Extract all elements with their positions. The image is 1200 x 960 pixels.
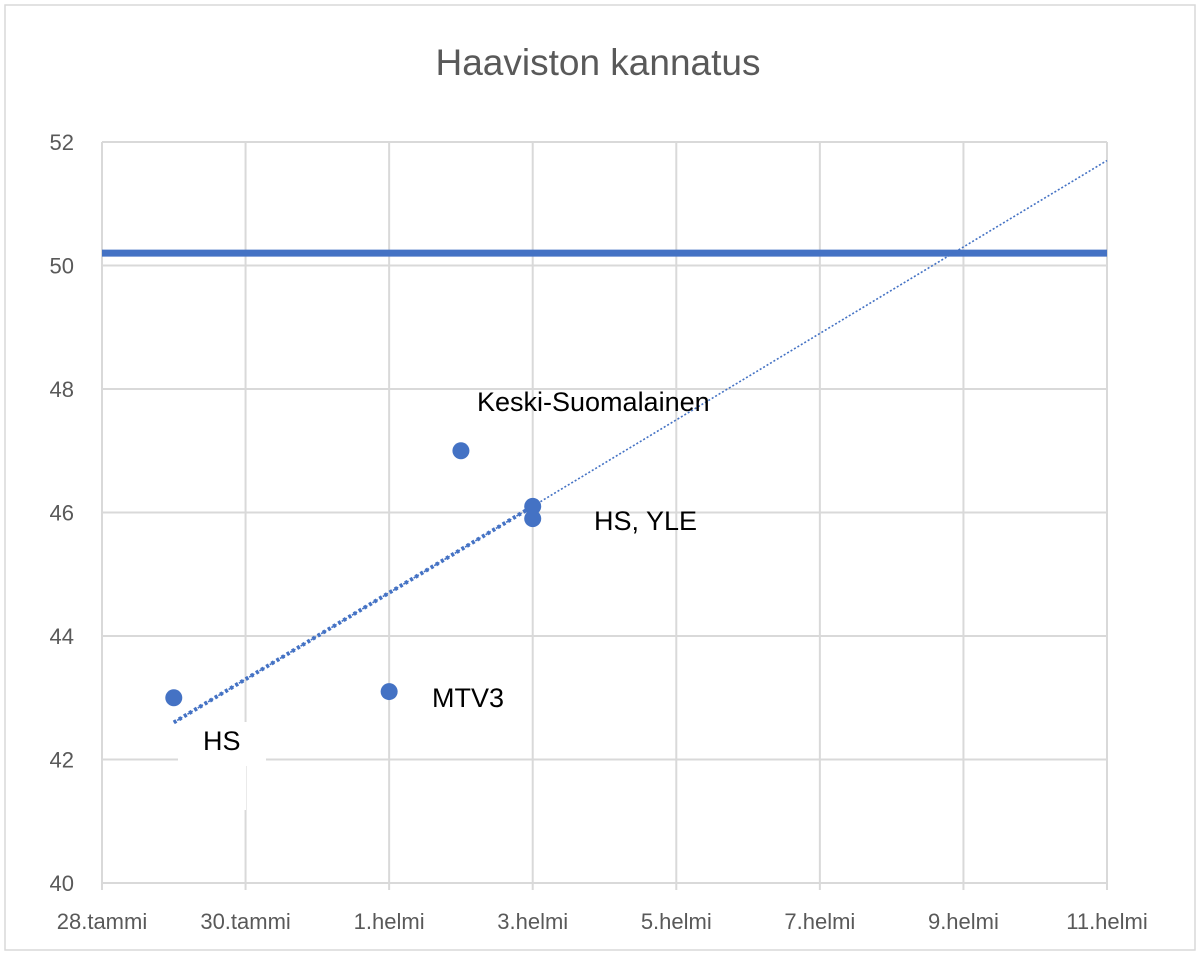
x-tick-label: 11.helmi xyxy=(1066,909,1148,934)
data-point-4 xyxy=(524,497,542,515)
y-tick-label: 50 xyxy=(50,254,74,279)
chart-title: Haaviston kannatus xyxy=(436,42,761,83)
y-tick-label: 48 xyxy=(50,377,74,402)
x-tick-label: 7.helmi xyxy=(784,909,855,934)
y-tick-label: 42 xyxy=(50,748,74,773)
data-point-1 xyxy=(165,689,183,707)
chart-border xyxy=(4,4,1196,951)
annotation-label: HS, YLE xyxy=(594,506,697,536)
data-point-5 xyxy=(524,510,542,528)
grid xyxy=(101,141,1108,883)
x-tick-label: 5.helmi xyxy=(641,909,712,934)
x-tick-label: 28.tammi xyxy=(57,909,147,934)
annotations: HS MTV3 Keski-Suomalainen HS, YLE xyxy=(203,387,710,756)
annotation-label: Keski-Suomalainen xyxy=(477,387,710,417)
trendline-data-segment xyxy=(172,504,534,725)
data-point-2 xyxy=(380,683,398,701)
x-tick-label: 9.helmi xyxy=(928,909,999,934)
x-tick-label: 3.helmi xyxy=(497,909,568,934)
annotation-label: MTV3 xyxy=(432,683,504,713)
label-background xyxy=(178,722,266,766)
tick-labels: 52 50 48 46 44 42 40 28.tammi 30.tammi 1.helmi 3.h… xyxy=(50,130,1148,934)
y-tick-label: 40 xyxy=(50,871,74,896)
y-tick-label: 44 xyxy=(50,624,74,649)
y-tick-label: 46 xyxy=(50,501,74,526)
data-point-3 xyxy=(452,442,470,460)
y-tick-label: 52 xyxy=(50,130,74,155)
chart-marks xyxy=(102,159,1108,810)
label-background xyxy=(236,766,246,810)
annotation-label: HS xyxy=(203,726,241,756)
x-tick-label: 1.helmi xyxy=(354,909,425,934)
x-tick-label: 30.tammi xyxy=(200,909,290,934)
axes xyxy=(101,882,1108,890)
